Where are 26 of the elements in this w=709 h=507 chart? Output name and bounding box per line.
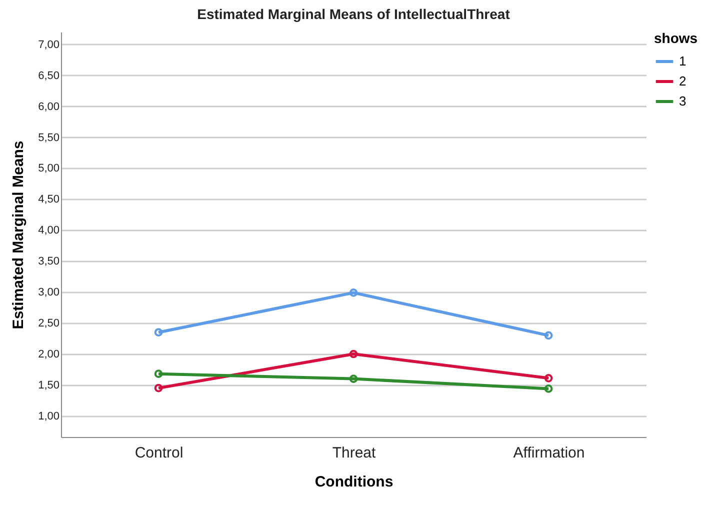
y-tick-label: 5,50 [38, 132, 60, 144]
y-tick-label: 1,50 [38, 379, 60, 392]
legend-label: 2 [679, 74, 686, 88]
legend-title: shows [654, 30, 698, 46]
legend-label: 1 [679, 54, 686, 68]
y-tick-label: 5,00 [38, 162, 60, 175]
chart-title: Estimated Marginal Means of IntellectualThreat [197, 6, 510, 22]
y-tick-label: 4,00 [38, 224, 60, 237]
y-tick-label: 6,50 [38, 70, 60, 82]
y-tick-label: 6,00 [38, 100, 60, 113]
point [349, 374, 358, 383]
x-tick-label: Affirmation [513, 444, 585, 462]
y-tick-label: 2,00 [38, 348, 60, 361]
x-tick-label: Threat [332, 444, 377, 462]
legend-label: 3 [679, 94, 686, 108]
y-tick-label: 7,00 [38, 38, 60, 51]
y-tick-label: 1,00 [38, 410, 60, 422]
x-tick-label: Control [134, 444, 184, 462]
y-axis-title: Estimated Marginal Means [10, 140, 28, 330]
point [349, 288, 358, 297]
x-axis-title: Conditions [314, 474, 394, 490]
y-tick-label: 2,50 [38, 318, 60, 330]
y-tick-label: 3,00 [38, 286, 60, 299]
y-tick-label: 3,50 [38, 256, 60, 268]
y-tick-label: 4,50 [38, 194, 60, 206]
point [349, 350, 358, 358]
